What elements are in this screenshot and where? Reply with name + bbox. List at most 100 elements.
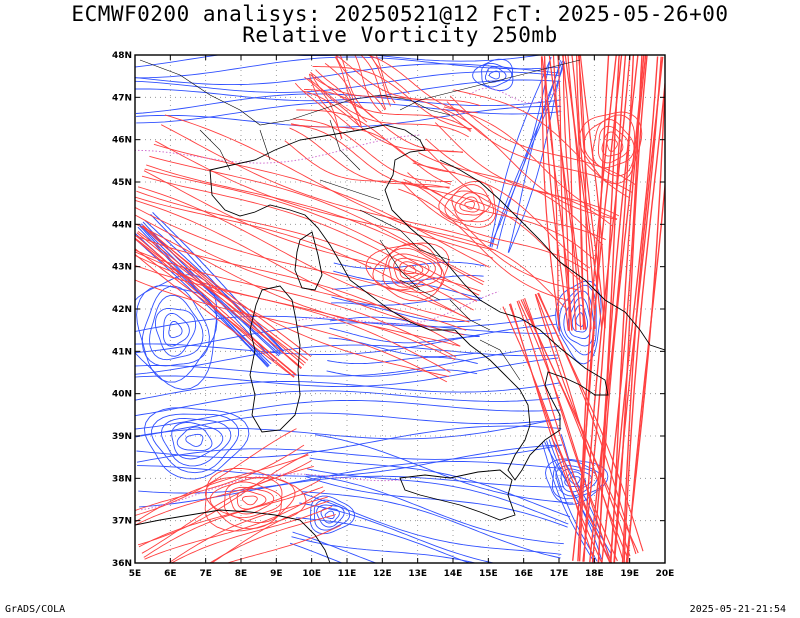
- positive-contour: [446, 101, 633, 193]
- negative-contour: [567, 297, 592, 340]
- positive-contour: [135, 238, 295, 378]
- positive-contour: [375, 55, 396, 104]
- negative-contour: [134, 12, 559, 33]
- positive-contour: [164, 114, 497, 251]
- positive-contour: [308, 73, 355, 131]
- lon-label: 16E: [514, 569, 533, 579]
- positive-contour: [562, 55, 577, 331]
- positive-contour: [170, 505, 333, 563]
- positive-contour: [412, 162, 591, 269]
- sardinia-coastline: [249, 285, 301, 433]
- positive-contour: [552, 55, 582, 330]
- positive-contour: [383, 215, 568, 310]
- positive-contour: [583, 55, 631, 562]
- balkan-coastline: [439, 159, 665, 351]
- lat-label: 37N: [112, 517, 132, 527]
- lat-label: 45N: [112, 178, 132, 188]
- negative-contour: [136, 105, 562, 128]
- lon-label: 17E: [550, 569, 569, 579]
- positive-contour: [141, 465, 314, 554]
- positive-contour: [403, 178, 578, 291]
- negative-contour: [139, 224, 280, 357]
- negative-contour: [320, 507, 340, 524]
- positive-contour: [562, 55, 587, 330]
- positive-contour: [149, 155, 485, 283]
- negative-contour: [491, 60, 561, 248]
- negative-contour: [152, 212, 285, 352]
- positive-contour: [418, 152, 604, 246]
- positive-contour: [449, 95, 637, 186]
- positive-contour: [135, 214, 467, 331]
- negative-contour: [551, 460, 604, 500]
- positive-contour: [236, 490, 267, 510]
- negative-contour: [134, 0, 559, 18]
- positive-contour: [403, 265, 417, 275]
- lat-label: 48N: [112, 51, 132, 61]
- positive-contour: [382, 247, 443, 291]
- positive-contour: [135, 444, 305, 512]
- negative-contour: [135, 63, 561, 86]
- positive-contour: [354, 55, 382, 113]
- lon-label: 19E: [620, 569, 639, 579]
- positive-contour: [557, 55, 573, 331]
- positive-contour: [209, 477, 283, 524]
- zero-contour: [298, 291, 499, 325]
- negative-contour: [134, 23, 559, 40]
- positive-contour: [365, 242, 450, 302]
- positive-contour: [597, 125, 630, 164]
- negative-contour: [185, 433, 204, 447]
- lon-label: 6E: [164, 569, 176, 579]
- negative-contour: [135, 322, 557, 354]
- negative-contour: [135, 345, 558, 377]
- positive-contour: [606, 139, 618, 152]
- positive-contour: [592, 118, 635, 169]
- positive-contour: [307, 78, 469, 138]
- positive-contour: [310, 72, 361, 127]
- zero-contour: [135, 134, 420, 164]
- negative-contour: [481, 62, 513, 88]
- render-timestamp: 2025-05-21-21:54: [689, 604, 786, 615]
- positive-contour: [567, 55, 596, 329]
- negative-contour: [171, 421, 224, 460]
- negative-contour: [135, 93, 561, 114]
- positive-contour: [229, 486, 275, 515]
- positive-contour: [292, 118, 452, 183]
- positive-contour: [339, 55, 374, 119]
- negative-contour: [135, 344, 558, 375]
- chart-title: ECMWF0200 analisys: 20250521@12 FcT: 202…: [71, 2, 729, 26]
- positive-contour: [454, 192, 485, 216]
- positive-contour: [365, 55, 478, 114]
- positive-contour: [135, 279, 448, 383]
- negative-contour: [135, 314, 557, 332]
- negative-contour: [135, 381, 560, 401]
- zero-vorticity-contours: [135, 87, 561, 511]
- positive-contour: [368, 55, 392, 107]
- negative-contour: [292, 531, 378, 563]
- positive-contour: [442, 108, 618, 221]
- positive-contour: [144, 489, 325, 560]
- positive-contour: [398, 188, 572, 302]
- positive-contour: [623, 77, 665, 563]
- negative-contour: [313, 499, 351, 531]
- positive-contour: [540, 56, 561, 332]
- negative-contour: [134, 25, 559, 46]
- positive-contour: [589, 55, 635, 563]
- negative-contour: [489, 57, 552, 248]
- negative-contour: [162, 312, 190, 347]
- positive-contour: [591, 55, 627, 563]
- positive-contour: [137, 453, 309, 546]
- negative-contour: [135, 412, 561, 438]
- positive-contour: [438, 180, 497, 228]
- positive-contour: [537, 292, 637, 555]
- italian-regional-borders: [319, 179, 521, 381]
- negative-contour: [151, 413, 240, 474]
- negative-contour: [141, 285, 210, 367]
- positive-contour: [160, 124, 499, 246]
- positive-contour: [518, 300, 613, 563]
- positive-contour: [284, 140, 446, 199]
- italy-coastline: [209, 124, 609, 481]
- positive-contour: [609, 56, 659, 563]
- positive-contour: [578, 111, 643, 185]
- positive-contour: [310, 72, 472, 131]
- positive-contour: [209, 514, 336, 563]
